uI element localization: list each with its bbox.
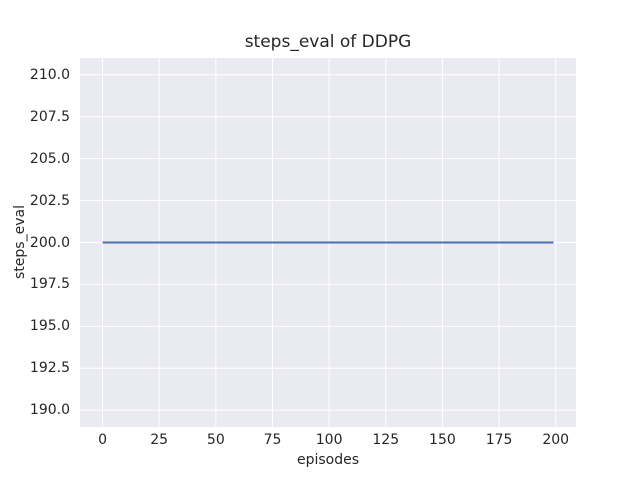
x-tick-label: 50 — [206, 432, 225, 448]
x-tick-label: 125 — [372, 432, 400, 448]
x-tick-label: 75 — [263, 432, 282, 448]
x-tick-label: 150 — [429, 432, 456, 448]
y-tick-label: 207.5 — [29, 108, 70, 125]
y-tick-label: 197.5 — [29, 276, 70, 293]
x-tick-label: 25 — [150, 432, 169, 448]
y-tick-label: 190.0 — [29, 402, 70, 419]
plot-area — [80, 58, 576, 427]
y-tick-label: 210.0 — [29, 66, 70, 83]
plot-canvas — [80, 58, 576, 427]
x-axis-label: episodes — [296, 452, 360, 468]
y-tick-label: 205.0 — [29, 150, 70, 167]
y-tick-label: 195.0 — [29, 318, 70, 335]
x-tick-label: 0 — [98, 432, 107, 448]
y-tick-label: 200.0 — [29, 234, 70, 251]
x-tick-label: 175 — [485, 432, 513, 448]
x-tick-label: 200 — [542, 432, 570, 448]
chart-title: steps_eval of DDPG — [244, 32, 412, 52]
y-tick-label: 202.5 — [29, 192, 70, 209]
x-tick-label: 100 — [315, 432, 343, 448]
y-tick-label: 192.5 — [29, 360, 70, 377]
